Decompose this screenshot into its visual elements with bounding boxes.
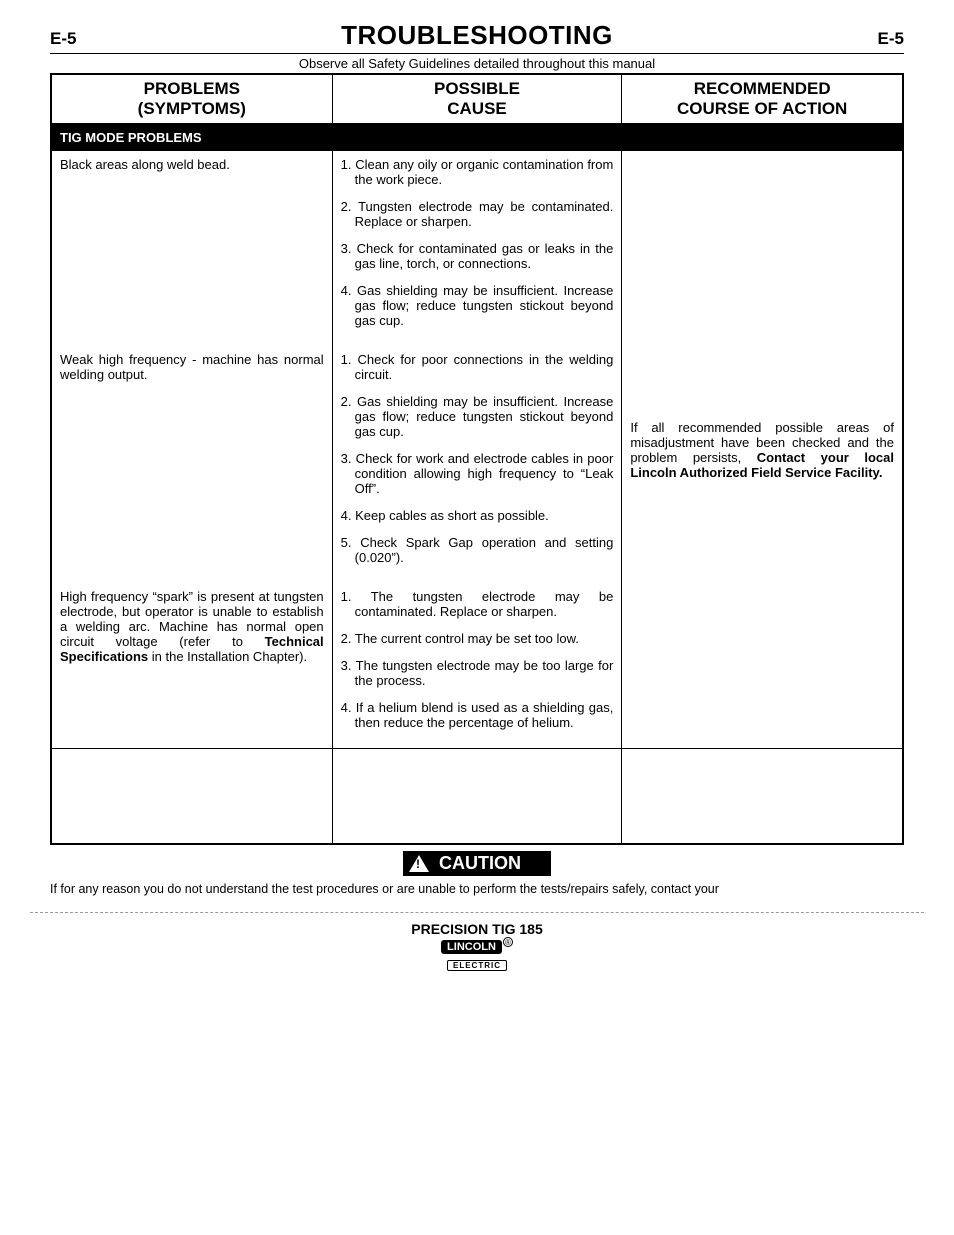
header-text: (SYMPTOMS) [138, 99, 246, 118]
cause-item: 3. Check for contaminated gas or leaks i… [341, 241, 614, 271]
action-text: If all recommended possible areas of mis… [630, 420, 894, 480]
cause-item: 2. The current control may be set too lo… [341, 631, 614, 646]
col-header-cause: POSSIBLE CAUSE [332, 74, 622, 124]
cause-cell: 1. Check for poor connections in the wel… [332, 346, 622, 583]
col-header-action: RECOMMENDED COURSE OF ACTION [622, 74, 903, 124]
page-footer: PRECISION TIG 185 LINCOLN® ELECTRIC [50, 921, 904, 973]
cause-item: 4. If a helium blend is used as a shield… [341, 700, 614, 730]
header-text: RECOMMENDED [694, 79, 831, 98]
troubleshooting-table: PROBLEMS (SYMPTOMS) POSSIBLE CAUSE RECOM… [50, 73, 904, 845]
header-text: COURSE OF ACTION [677, 99, 847, 118]
caution-text: If for any reason you do not understand … [50, 882, 904, 896]
cause-cell: 1. Clean any oily or organic contaminati… [332, 151, 622, 346]
registered-icon: ® [503, 937, 513, 947]
footer-divider [30, 912, 924, 913]
problem-text: High frequency “spark” is present at tun… [60, 589, 324, 664]
footer-logo: LINCOLN® ELECTRIC [50, 937, 904, 973]
cause-item: 4. Keep cables as short as possible. [341, 508, 614, 523]
brand-logo: LINCOLN [441, 940, 502, 954]
caution-block: CAUTION [50, 851, 904, 877]
header-text: POSSIBLE [434, 79, 520, 98]
cause-item: 2. Tungsten electrode may be contaminate… [341, 199, 614, 229]
cause-item: 3. Check for work and electrode cables i… [341, 451, 614, 496]
problem-cell: High frequency “spark” is present at tun… [51, 583, 332, 749]
cause-item: 4. Gas shielding may be insufficient. In… [341, 283, 614, 328]
cause-item: 1. Clean any oily or organic contaminati… [341, 157, 614, 187]
cause-item: 5. Check Spark Gap operation and setting… [341, 535, 614, 565]
cause-cell: 1. The tungsten electrode may be contami… [332, 583, 622, 749]
action-cell: If all recommended possible areas of mis… [622, 151, 903, 749]
col-header-problems: PROBLEMS (SYMPTOMS) [51, 74, 332, 124]
page-title: TROUBLESHOOTING [341, 20, 613, 51]
warning-triangle-icon [409, 855, 429, 872]
problem-text: Weak high frequency - machine has normal… [60, 352, 324, 382]
problem-text: Black areas along weld bead. [60, 157, 324, 172]
caution-label-box: CAUTION [403, 851, 551, 876]
table-header-row: PROBLEMS (SYMPTOMS) POSSIBLE CAUSE RECOM… [51, 74, 903, 124]
header-text: PROBLEMS [144, 79, 240, 98]
brand-sub: ELECTRIC [447, 960, 507, 971]
page-num-right: E-5 [878, 29, 904, 49]
table-row: Black areas along weld bead. 1. Clean an… [51, 151, 903, 346]
empty-row [51, 749, 903, 844]
cause-item: 1. Check for poor connections in the wel… [341, 352, 614, 382]
cause-item: 3. The tungsten electrode may be too lar… [341, 658, 614, 688]
section-title: TIG MODE PROBLEMS [51, 124, 903, 152]
cause-item: 2. Gas shielding may be insufficient. In… [341, 394, 614, 439]
footer-model: PRECISION TIG 185 [50, 921, 904, 937]
problem-cell: Weak high frequency - machine has normal… [51, 346, 332, 583]
problem-cell: Black areas along weld bead. [51, 151, 332, 346]
safety-note: Observe all Safety Guidelines detailed t… [50, 56, 904, 71]
caution-label: CAUTION [439, 853, 521, 874]
section-band: TIG MODE PROBLEMS [51, 124, 903, 152]
cause-item: 1. The tungsten electrode may be contami… [341, 589, 614, 619]
header-text: CAUSE [447, 99, 507, 118]
page-num-left: E-5 [50, 29, 76, 49]
page-header: E-5 TROUBLESHOOTING E-5 [50, 20, 904, 54]
